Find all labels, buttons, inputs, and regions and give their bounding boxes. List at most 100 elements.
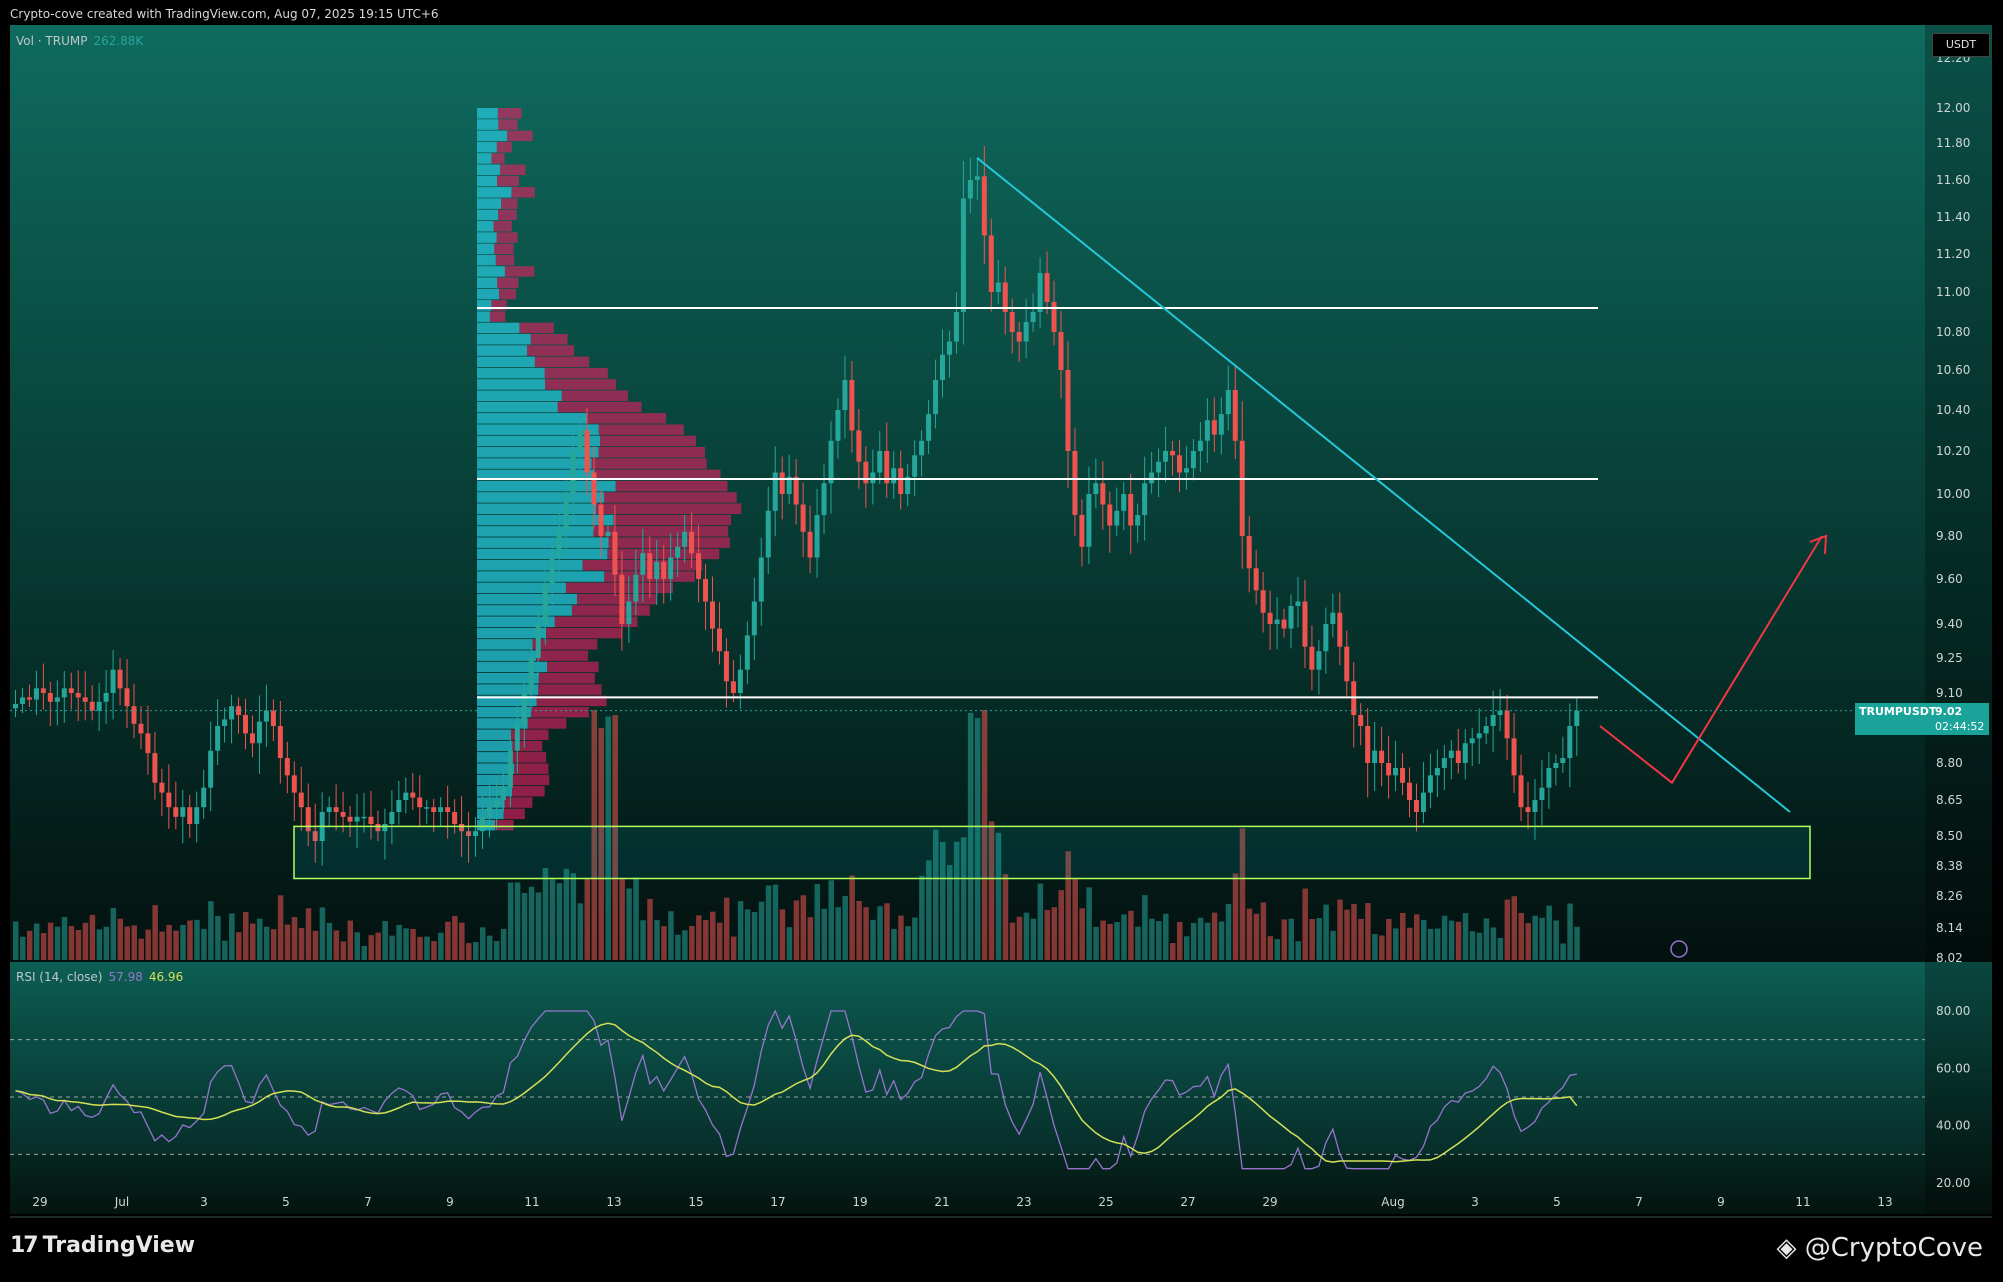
candle-body — [1225, 390, 1231, 415]
candle-body — [981, 176, 987, 236]
candle-body — [696, 553, 702, 579]
volume-bar — [243, 912, 249, 960]
candle-body — [744, 635, 750, 670]
vp-row-up — [477, 752, 513, 763]
volume-profile — [477, 108, 742, 831]
candle-body — [1525, 807, 1531, 812]
time-tick-label: 27 — [1180, 1195, 1195, 1209]
axes: 12.2012.0011.8011.6011.4011.2011.0010.80… — [32, 25, 1992, 1216]
candle-body — [1239, 440, 1245, 536]
volume-bar — [682, 930, 688, 960]
vp-row-up — [477, 797, 505, 808]
candle-body — [500, 787, 506, 800]
candle-body — [877, 451, 883, 473]
volume-bar — [1218, 921, 1225, 960]
candle-body — [856, 430, 862, 462]
candle-body — [723, 651, 729, 682]
candle-body — [201, 787, 207, 808]
volume-bar — [940, 842, 946, 960]
volume-bar — [689, 925, 695, 960]
volume-bar — [828, 880, 834, 960]
volume-bar — [1204, 922, 1211, 960]
volume-legend[interactable]: Vol · TRUMP 262.88K — [16, 34, 143, 48]
vp-row-down — [501, 198, 518, 209]
volume-bar — [75, 929, 82, 960]
volume-bar — [1274, 939, 1281, 960]
candle-body — [675, 546, 681, 558]
candle-body — [1316, 651, 1322, 670]
candle-body — [1253, 568, 1259, 591]
candle-body — [598, 504, 604, 536]
rsi-legend[interactable]: RSI (14, close) 57.98 46.96 — [16, 970, 183, 984]
candle-body — [1156, 461, 1162, 473]
candle-body — [361, 816, 367, 819]
price-tick-label: 10.60 — [1936, 363, 1970, 377]
vp-row-down — [613, 514, 732, 526]
candle-body — [1567, 726, 1573, 759]
vp-row-up — [477, 435, 601, 447]
volume-bar — [1016, 916, 1023, 960]
candle-body — [1267, 612, 1273, 624]
candle-body — [654, 561, 660, 579]
volume-bar — [919, 875, 925, 960]
candle-body — [1344, 646, 1350, 682]
volume-bar — [710, 911, 716, 960]
candle-body — [1190, 451, 1196, 469]
candle-body — [243, 715, 249, 734]
tradingview-logo[interactable]: 17 TradingView — [10, 1233, 195, 1258]
volume-bar — [486, 935, 493, 960]
time-tick-label: Aug — [1381, 1195, 1404, 1209]
volume-bar — [500, 928, 507, 960]
candle-body — [1490, 715, 1496, 726]
candle-body — [793, 476, 799, 505]
candle-body — [1441, 758, 1447, 768]
vp-row-down — [495, 254, 515, 266]
vp-row-up — [477, 560, 583, 571]
candle-body — [40, 688, 46, 693]
volume-bar — [403, 928, 409, 960]
volume-bar — [1365, 903, 1371, 960]
volume-bar — [1149, 918, 1155, 960]
candle-body — [1163, 451, 1169, 462]
candle-body — [898, 468, 904, 494]
volume-bar — [1567, 903, 1573, 960]
vp-row-down — [499, 288, 517, 300]
candle-body — [758, 557, 764, 602]
vp-row-up — [477, 718, 528, 729]
candle-body — [953, 312, 959, 342]
price-tick-label: 8.26 — [1936, 889, 1963, 903]
volume-bar — [1490, 927, 1497, 960]
vp-row-down — [497, 108, 522, 119]
candle-body — [1281, 619, 1287, 629]
volume-bar — [549, 879, 556, 960]
volume-bar — [675, 934, 681, 960]
volume-bar — [417, 936, 423, 960]
candle-body — [1323, 624, 1329, 652]
volume-bar — [215, 915, 221, 960]
candle-body — [68, 688, 74, 693]
volume-bar — [159, 931, 165, 960]
candle-body — [215, 726, 221, 751]
volume-bar — [13, 921, 19, 960]
candle-body — [89, 701, 95, 711]
volume-bar — [619, 879, 625, 960]
time-tick-label: 5 — [282, 1195, 290, 1209]
price-label-symbol: TRUMPUSDT — [1859, 705, 1937, 718]
time-tick-label: 11 — [1795, 1195, 1810, 1209]
volume-bar — [1135, 926, 1141, 960]
candle-body — [479, 816, 485, 832]
volume-bar — [633, 877, 639, 960]
candle-body — [1016, 332, 1022, 342]
currency-button[interactable]: USDT — [1932, 33, 1990, 57]
candle-body — [333, 807, 339, 812]
volume-bar — [1560, 943, 1566, 960]
volume-bar — [612, 715, 618, 960]
candle-body — [1532, 800, 1538, 812]
volume-bar — [96, 929, 103, 960]
volume-bar — [528, 886, 535, 960]
price-tick-label: 11.80 — [1936, 136, 1970, 150]
candle-body — [668, 557, 674, 579]
candle-body — [946, 341, 952, 355]
